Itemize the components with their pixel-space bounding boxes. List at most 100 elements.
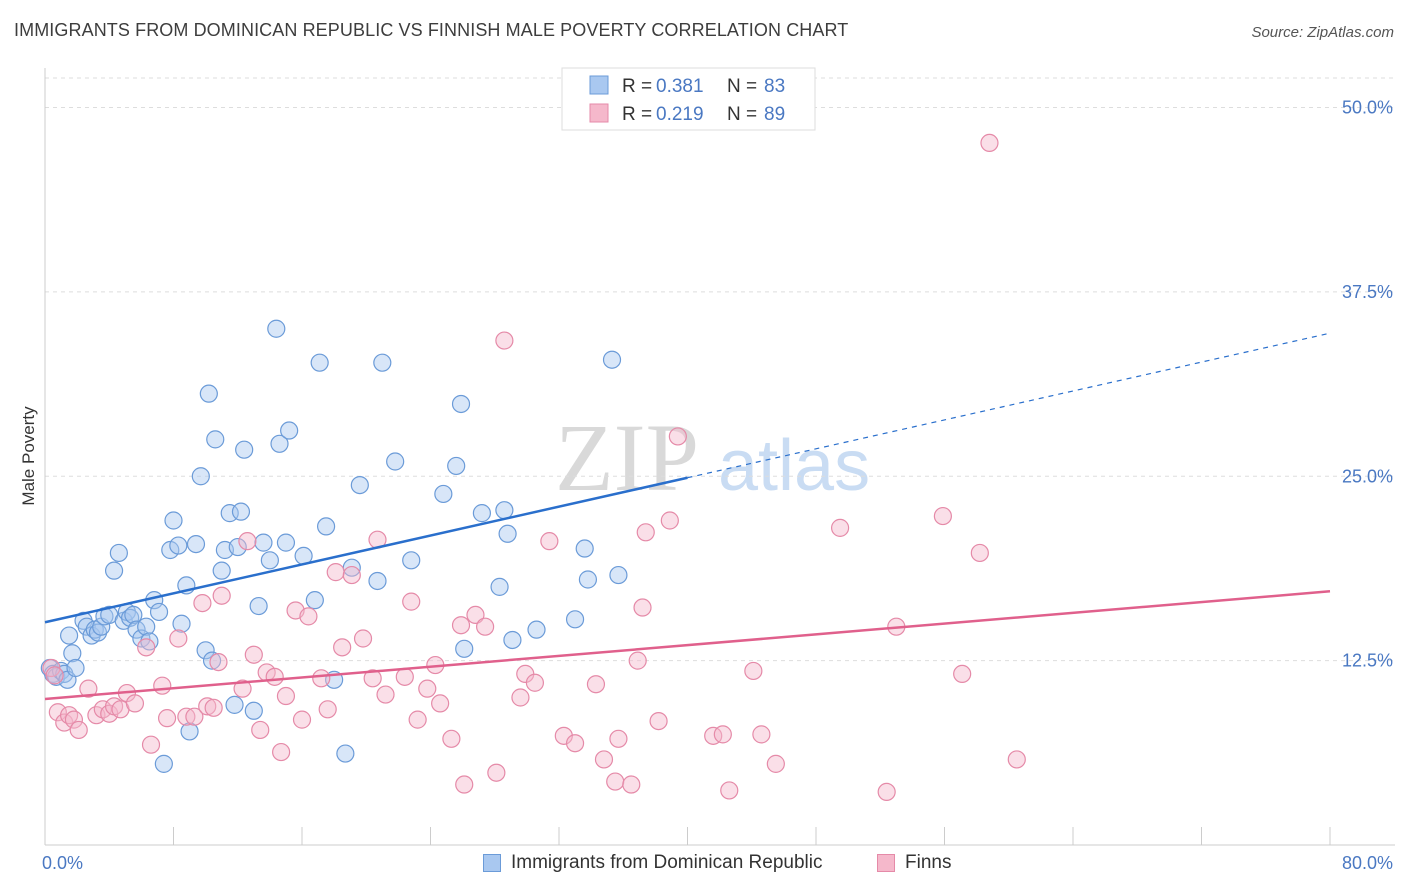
point-dominican [191, 467, 210, 486]
point-finns [64, 710, 84, 729]
gridlines [45, 77, 1395, 662]
watermark-zip: ZIP [555, 404, 699, 511]
point-finns [272, 742, 291, 762]
point-finns [376, 685, 395, 704]
point-dominican [231, 502, 251, 521]
point-dominican [402, 551, 421, 570]
point-finns [48, 703, 67, 722]
legend-r-value-2: 0.219 [656, 104, 704, 125]
point-dominican [336, 744, 355, 763]
point-dominican [602, 350, 622, 369]
point-dominican [609, 565, 628, 585]
point-dominican [196, 641, 215, 660]
point-finns [402, 592, 421, 611]
point-dominican [172, 614, 191, 633]
point-finns [153, 676, 172, 695]
point-finns [565, 734, 585, 753]
point-finns [752, 725, 771, 744]
point-finns [363, 669, 382, 688]
y-tick-label: 37.5% [1342, 282, 1393, 302]
point-finns [649, 711, 668, 731]
point-finns [353, 629, 373, 648]
point-finns [476, 617, 495, 636]
point-finns [137, 638, 156, 657]
source-label: Source: ZipAtlas.com [1251, 24, 1394, 41]
point-finns [668, 427, 687, 446]
legend-swatch-dominican [483, 854, 501, 872]
point-dominican [368, 571, 387, 591]
point-finns [292, 710, 312, 729]
point-finns [431, 694, 450, 713]
point-dominican [503, 630, 522, 650]
point-finns [418, 679, 437, 698]
point-finns [830, 518, 850, 537]
point-finns [451, 616, 471, 635]
point-dominican [137, 617, 156, 636]
point-dominican [244, 701, 263, 720]
point-finns [198, 697, 217, 716]
point-finns [157, 709, 177, 728]
point-dominican [527, 620, 546, 639]
point-finns [586, 675, 606, 694]
point-dominican [455, 639, 474, 658]
point-finns [318, 700, 337, 719]
point-finns [238, 532, 257, 551]
point-finns [204, 698, 223, 717]
point-finns [169, 629, 188, 648]
point-dominican [59, 626, 79, 645]
point-dominican [104, 561, 124, 580]
point-finns [342, 565, 361, 585]
point-finns [276, 686, 296, 706]
axes [44, 68, 1395, 846]
x-tick-labels: 0.0% 80.0% [42, 853, 1393, 873]
point-finns [540, 532, 559, 551]
trend-line-dominican [44, 476, 688, 624]
point-finns [212, 586, 231, 605]
legend-label-finns: Finns [905, 852, 952, 873]
point-finns [525, 673, 545, 692]
legend-label-dominican: Immigrants from Dominican Republic [511, 852, 823, 873]
point-finns [125, 694, 145, 713]
point-dominican [235, 440, 254, 459]
point-dominican [254, 533, 273, 552]
point-dominican [280, 421, 299, 440]
point-finns [636, 523, 655, 542]
series-finns-points [42, 133, 1026, 802]
point-finns [455, 775, 474, 794]
point-finns [633, 598, 652, 617]
point-finns [233, 679, 252, 698]
point-finns [312, 669, 331, 688]
point-dominican [472, 504, 491, 523]
point-finns [333, 638, 352, 657]
point-finns [980, 133, 999, 152]
x-tick-label: 0.0% [42, 853, 83, 873]
trend-line-finns [44, 590, 1331, 701]
legend-n-label-2: N = [727, 104, 757, 125]
legend-swatch-pink [589, 103, 609, 123]
point-dominican [434, 484, 453, 504]
x-tick-label: 80.0% [1342, 853, 1393, 873]
point-finns [554, 726, 573, 745]
point-dominican [490, 577, 509, 596]
point-dominican [498, 524, 517, 543]
point-finns [466, 605, 485, 625]
point-finns [244, 645, 263, 664]
point-dominican [63, 644, 82, 663]
point-finns [606, 772, 625, 791]
y-tick-label: 50.0% [1342, 98, 1393, 118]
point-finns [265, 667, 284, 686]
point-dominican [316, 517, 336, 536]
point-finns [766, 754, 785, 773]
legend-r-value-1: 0.381 [656, 76, 704, 97]
point-dominican [276, 533, 296, 552]
point-finns [704, 726, 723, 745]
point-finns [442, 729, 461, 748]
legend-item-dominican: Immigrants from Dominican Republic [483, 852, 823, 874]
point-dominican [212, 561, 231, 580]
point-dominican [66, 658, 85, 678]
point-dominican [386, 452, 405, 471]
point-finns [185, 707, 204, 726]
point-dominican [267, 319, 286, 338]
point-finns [933, 506, 952, 526]
point-dominican [164, 511, 183, 530]
